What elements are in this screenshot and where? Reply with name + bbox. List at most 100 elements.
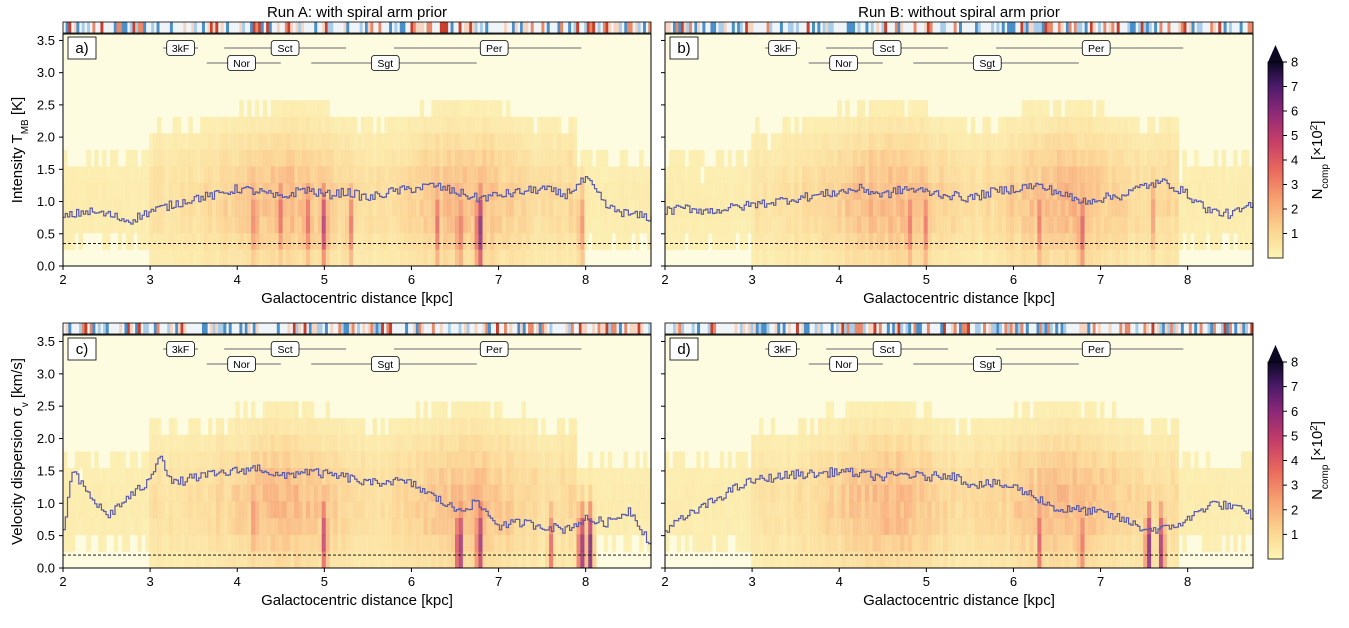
heatmap-cell (416, 501, 420, 518)
heatmap-cell (739, 468, 743, 485)
heatmap-cell (283, 435, 287, 452)
strip-cell (1229, 22, 1232, 33)
heatmap-cell (106, 485, 110, 502)
heatmap (63, 402, 651, 569)
heatmap-cell (145, 535, 149, 552)
y-tick-label: 3.5 (37, 334, 55, 349)
heatmap-cell (908, 200, 912, 217)
heatmap-cell (1033, 468, 1037, 485)
heatmap-cell (810, 167, 814, 184)
heatmap-cell (975, 133, 979, 150)
heatmap-cell (1182, 150, 1186, 167)
heatmap-cell (592, 167, 596, 184)
strip-cell (202, 22, 205, 33)
heatmap-cell (337, 200, 341, 217)
strip-cell (221, 22, 224, 33)
heatmap-cell (716, 183, 720, 200)
heatmap-cell (526, 551, 530, 568)
heatmap-cell (967, 233, 971, 250)
heatmap-cell (294, 485, 298, 502)
heatmap-cell (967, 150, 971, 167)
heatmap-cell (98, 200, 102, 217)
heatmap-cell (475, 468, 479, 485)
heatmap-cell (529, 200, 533, 217)
heatmap-cell (275, 452, 279, 469)
heatmap-cell (79, 216, 83, 233)
heatmap-cell (467, 402, 471, 419)
heatmap-cell (724, 167, 728, 184)
heatmap-cell (392, 150, 396, 167)
heatmap-cell (188, 249, 192, 266)
heatmap-cell (220, 216, 224, 233)
heatmap-cell (326, 535, 330, 552)
heatmap-cell (924, 216, 928, 233)
heatmap-cell (482, 551, 486, 568)
heatmap-cell (412, 418, 416, 435)
heatmap-cell (588, 452, 592, 469)
heatmap-cell (963, 183, 967, 200)
heatmap-cell (983, 518, 987, 535)
strip-cell (1007, 22, 1010, 33)
heatmap-cell (869, 167, 873, 184)
heatmap-cell (381, 485, 385, 502)
heatmap-cell (298, 435, 302, 452)
heatmap-cell (1057, 100, 1061, 117)
heatmap-cell (177, 518, 181, 535)
heatmap-cell (990, 418, 994, 435)
heatmap-cell (200, 150, 204, 167)
heatmap-cell (275, 551, 279, 568)
heatmap-cell (302, 117, 306, 134)
heatmap-cell (220, 117, 224, 134)
heatmap-cell (345, 117, 349, 134)
heatmap-cell (1147, 249, 1151, 266)
heatmap-cell (845, 117, 849, 134)
heatmap-cell (971, 551, 975, 568)
heatmap-cell (720, 150, 724, 167)
heatmap-cell (330, 535, 334, 552)
heatmap-cell (443, 485, 447, 502)
heatmap-cell (986, 133, 990, 150)
heatmap-cell (545, 435, 549, 452)
heatmap-cell (192, 501, 196, 518)
heatmap-cell (920, 167, 924, 184)
heatmap-cell (963, 535, 967, 552)
heatmap-cell (239, 551, 243, 568)
arm-label: Nor (233, 359, 250, 371)
heatmap-cell (529, 452, 533, 469)
heatmap-cell (518, 133, 522, 150)
heatmap-cell (892, 518, 896, 535)
heatmap-cell (365, 452, 369, 469)
heatmap-cell (381, 468, 385, 485)
heatmap-cell (1175, 233, 1179, 250)
heatmap-cell (1124, 150, 1128, 167)
heatmap-cell (1139, 216, 1143, 233)
heatmap-cell (1002, 150, 1006, 167)
heatmap-cell (439, 452, 443, 469)
heatmap-cell (759, 518, 763, 535)
strip-cell (247, 323, 250, 334)
heatmap-cell (306, 117, 310, 134)
heatmap-cell (790, 501, 794, 518)
heatmap-cell (845, 150, 849, 167)
heatmap-cell (247, 501, 251, 518)
heatmap-cell (114, 183, 118, 200)
heatmap-cell (1006, 150, 1010, 167)
heatmap-cell (830, 150, 834, 167)
heatmap-cell (157, 216, 161, 233)
heatmap-cell (1186, 200, 1190, 217)
heatmap-cell (302, 100, 306, 117)
heatmap-cell (1171, 233, 1175, 250)
heatmap-cell (400, 150, 404, 167)
strip-cell (788, 22, 791, 33)
heatmap-cell (806, 501, 810, 518)
heatmap-cell (971, 233, 975, 250)
heatmap-cell (888, 200, 892, 217)
heatmap-cell (298, 551, 302, 568)
heatmap-cell (1069, 200, 1073, 217)
heatmap-cell (63, 150, 67, 167)
heatmap-cell (1002, 518, 1006, 535)
heatmap-cell (502, 468, 506, 485)
strip-cell (531, 323, 534, 334)
heatmap-cell (165, 183, 169, 200)
heatmap-cell (834, 167, 838, 184)
